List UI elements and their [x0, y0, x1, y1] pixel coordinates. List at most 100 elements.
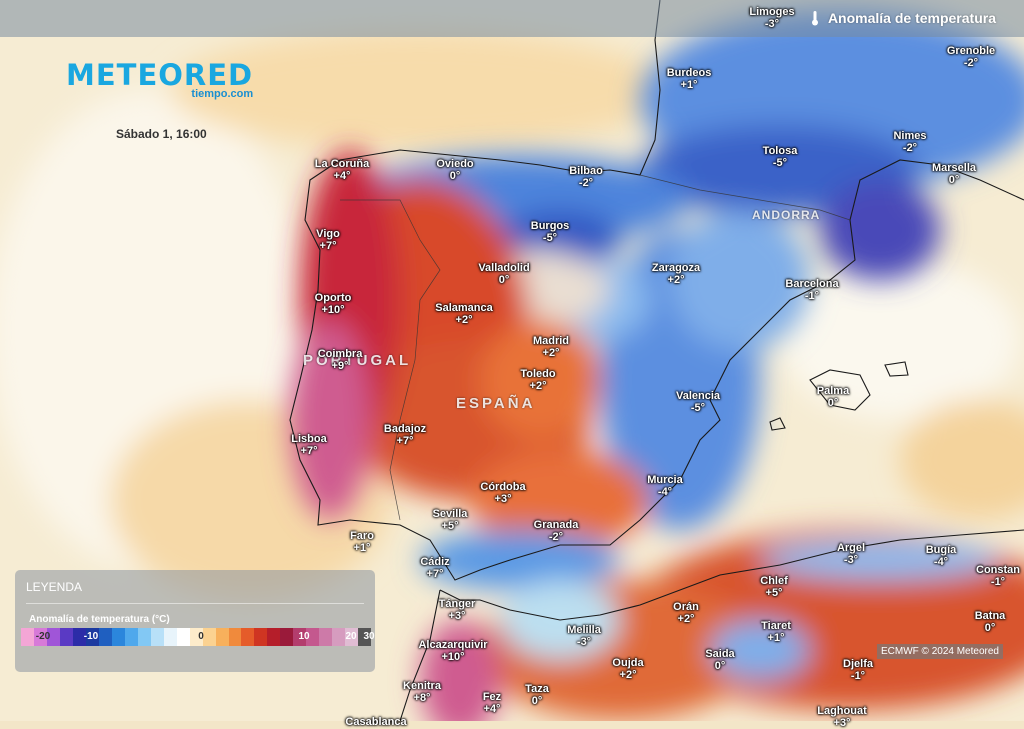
city-name: Limoges: [749, 6, 795, 18]
brand-subdomain: tiempo.com: [191, 88, 254, 100]
legend-color-swatch: [59, 628, 73, 646]
city-label: Faro +1°: [350, 530, 374, 554]
legend-color-swatch: [293, 628, 307, 646]
city-name: Grenoble: [946, 45, 996, 57]
city-label: Oviedo 0°: [436, 158, 473, 182]
legend-color-swatch: [319, 628, 333, 646]
brand-logo[interactable]: METEORED tiempo.com: [66, 58, 254, 100]
legend-tick-label: -10: [83, 631, 99, 642]
city-anomaly-value: -2°: [963, 57, 979, 69]
city-anomaly-value: +5°: [441, 520, 459, 532]
city-anomaly-value: -4°: [933, 556, 949, 568]
city-anomaly-value: +7°: [300, 445, 318, 457]
city-anomaly-value: 0°: [984, 622, 996, 634]
legend-color-swatch: [306, 628, 320, 646]
city-label: Valladolid 0°: [478, 262, 529, 286]
top-bar: [0, 0, 1024, 37]
city-name: Lisboa: [291, 433, 327, 445]
city-anomaly-value: -1°: [850, 670, 866, 682]
city-anomaly-value: -5°: [690, 402, 706, 414]
city-label: Coimbra +9°: [318, 348, 363, 372]
city-label: Alcazarquivir +10°: [418, 639, 487, 663]
legend-color-scale: [21, 628, 372, 646]
legend-color-swatch: [137, 628, 151, 646]
city-name: Oporto: [314, 292, 352, 304]
city-anomaly-value: -5°: [772, 157, 788, 169]
city-label: Melilla -3°: [567, 624, 601, 648]
city-label: Casablanca: [345, 716, 406, 728]
legend-color-swatch: [163, 628, 177, 646]
city-anomaly-value: +2°: [677, 613, 695, 625]
city-anomaly-value: 0°: [498, 274, 510, 286]
city-anomaly-value: +4°: [483, 703, 501, 715]
city-label: Lisboa +7°: [291, 433, 326, 457]
city-label: Madrid +2°: [533, 335, 569, 359]
legend-color-swatch: [358, 628, 372, 646]
brand-name: METEORED: [66, 58, 254, 92]
data-credit: ECMWF © 2024 Meteored: [877, 644, 1003, 659]
city-label: Djelfa -1°: [843, 658, 873, 682]
legend-panel: LEYENDA Anomalía de temperatura (°C) -20…: [15, 570, 375, 672]
city-name: Bilbao: [569, 165, 603, 177]
city-label: Palma 0°: [817, 385, 849, 409]
city-label: Nimes -2°: [893, 130, 926, 154]
city-name: Burdeos: [666, 67, 712, 79]
city-label: Chlef +5°: [760, 575, 788, 599]
city-label: Zaragoza +2°: [652, 262, 700, 286]
legend-color-swatch: [254, 628, 268, 646]
city-name: Murcia: [647, 474, 683, 486]
legend-color-swatch: [85, 628, 99, 646]
legend-ticks: -20 -10 0 10 20 30: [21, 628, 375, 646]
city-label: Batna 0°: [975, 610, 1006, 634]
legend-color-swatch: [189, 628, 203, 646]
city-name: Burgos: [530, 220, 570, 232]
legend-color-swatch: [345, 628, 359, 646]
city-name: Zaragoza: [651, 262, 701, 274]
city-name: Córdoba: [480, 481, 526, 493]
city-label: Barcelona -1°: [785, 278, 838, 302]
city-name: Cádiz: [420, 556, 450, 568]
city-label: Laghouat +3°: [817, 705, 867, 729]
city-anomaly-value: +2°: [455, 314, 473, 326]
city-anomaly-value: +3°: [833, 717, 851, 729]
city-anomaly-value: +10°: [321, 304, 345, 316]
city-name: Oujda: [612, 657, 644, 669]
city-name: Tánger: [438, 598, 476, 610]
city-name: La Coruña: [314, 158, 370, 170]
city-name: Badajoz: [383, 423, 427, 435]
city-name: Chlef: [760, 575, 788, 587]
city-label: Saida 0°: [705, 648, 734, 672]
city-label: Grenoble -2°: [947, 45, 995, 69]
legend-tick-label: 20: [345, 631, 357, 642]
city-label: Taza 0°: [525, 683, 549, 707]
city-label: Tolosa -5°: [763, 145, 798, 169]
city-anomaly-value: 0°: [531, 695, 543, 707]
city-label: La Coruña +4°: [315, 158, 369, 182]
legend-color-swatch: [332, 628, 346, 646]
legend-color-swatch: [150, 628, 164, 646]
legend-tick-label: 10: [298, 631, 310, 642]
city-label: Orán +2°: [673, 601, 699, 625]
city-name: Alcazarquivir: [418, 639, 488, 651]
map-title: Anomalía de temperatura: [827, 10, 996, 26]
city-name: Tiaret: [761, 620, 791, 632]
city-name: Melilla: [567, 624, 601, 636]
legend-color-swatch: [215, 628, 229, 646]
city-label: Burgos -5°: [531, 220, 570, 244]
city-anomaly-value: +8°: [413, 692, 431, 704]
city-name: Marsella: [931, 162, 977, 174]
legend-color-swatch: [280, 628, 294, 646]
city-anomaly-value: 0°: [948, 174, 960, 186]
city-anomaly-value: 0°: [449, 170, 461, 182]
city-name: Tolosa: [762, 145, 798, 157]
city-label: Toledo +2°: [520, 368, 555, 392]
forecast-datetime: Sábado 1, 16:00: [116, 127, 207, 141]
city-label: Salamanca +2°: [435, 302, 492, 326]
city-name: Toledo: [520, 368, 556, 380]
city-anomaly-value: +5°: [765, 587, 783, 599]
city-anomaly-value: +3°: [494, 493, 512, 505]
city-name: Laghouat: [817, 705, 867, 717]
city-label: Burdeos +1°: [667, 67, 712, 91]
city-name: Bugía: [925, 544, 957, 556]
